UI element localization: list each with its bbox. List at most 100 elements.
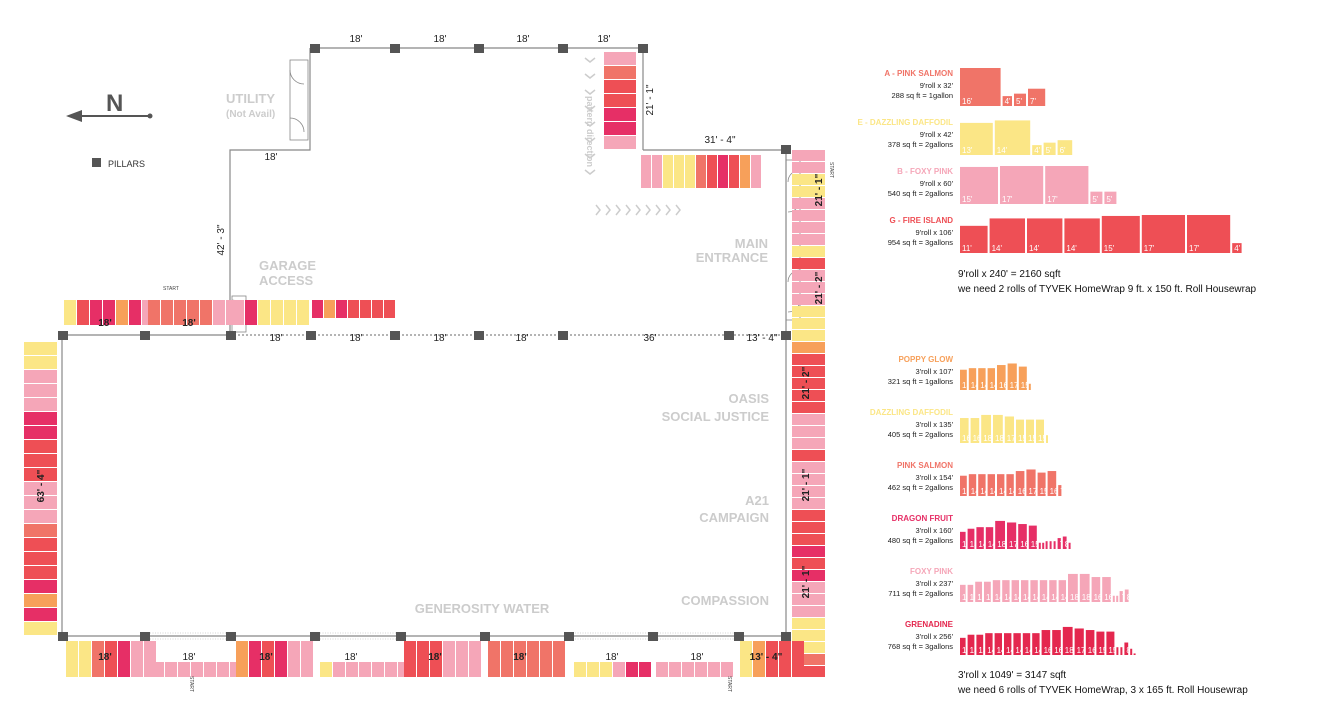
cut-piece-bar [1052, 630, 1061, 655]
strip-right-9 [792, 258, 825, 269]
cut-piece-bar [960, 369, 967, 390]
dim-mid-3: 18' [433, 333, 446, 344]
cut-piece-bar [1007, 522, 1017, 549]
cut-piece-bar [1187, 215, 1231, 253]
chevron-right-icon [615, 204, 621, 216]
strip-left-12 [24, 510, 57, 523]
strip-left-top-a-5 [129, 300, 141, 325]
cut-piece-bar [987, 368, 995, 390]
dim-top-1: 18' [349, 34, 362, 45]
dim-right-vert-1: 21' - 1" [814, 173, 825, 206]
strip-left-5 [24, 412, 57, 425]
strip-bot-8-1 [669, 662, 681, 677]
chevron-down-icon [584, 105, 596, 111]
strip-left-7 [24, 440, 57, 453]
strip-right-24 [792, 438, 825, 449]
strip-left-top-c-4 [284, 300, 296, 325]
cut-piece-label: 15' [1031, 540, 1042, 549]
strip-bot-7-5 [639, 662, 651, 677]
start-label-left: START [163, 286, 179, 292]
cut-piece-bar [1232, 243, 1242, 253]
cut-piece-bar [1116, 595, 1119, 602]
cut-piece-label: 13' [986, 593, 997, 602]
cut-piece-bar [1028, 88, 1046, 106]
strip-right-23 [792, 426, 825, 437]
summary-bottom-line-2: we need 6 rolls of TYVEK HomeWrap, 3 x 1… [957, 685, 1248, 696]
cut-piece-label: 5' [1118, 646, 1124, 655]
cut-piece-label: 18' [1082, 593, 1093, 602]
dim-top-4: 18' [597, 34, 610, 45]
strip-right-27 [792, 474, 825, 485]
cut-piece-bar [1041, 630, 1051, 655]
chevron-right-icon [595, 204, 601, 216]
cut-piece-label: 8' [1126, 646, 1132, 655]
cut-piece-bar [1039, 580, 1048, 602]
pillars [58, 44, 791, 641]
chart-info: 321 sq ft = 1gallons [888, 377, 954, 386]
cut-piece-bar [1032, 145, 1042, 155]
strip-left-top-b-3 [187, 300, 199, 325]
cut-piece-bar [1018, 524, 1027, 549]
strip-bot-7-1 [587, 662, 599, 677]
cut-piece-label: 4' [1005, 97, 1011, 106]
strip-bot-7-3 [613, 662, 625, 677]
strip-bot-8-2 [682, 662, 694, 677]
cut-piece-label: 17' [1028, 487, 1039, 496]
strip-left-0 [24, 342, 57, 355]
cut-piece-label: 14' [971, 487, 982, 496]
strip-bot-6-0 [488, 641, 500, 677]
cut-piece-label: 18' [983, 434, 994, 443]
strip-left-top-a-4 [116, 300, 128, 325]
cut-piece-bar [1090, 191, 1103, 204]
cut-piece-label: 18' [1065, 646, 1076, 655]
dim-left-strip-1: 18' [98, 318, 112, 329]
strip-bot-1-0 [66, 641, 78, 677]
cut-piece-bar [1002, 580, 1010, 602]
cut-piece-label: 17' [1077, 646, 1088, 655]
cut-piece-bar [960, 166, 998, 204]
chevron-right-icon [645, 204, 651, 216]
strip-right-13 [792, 306, 825, 317]
cut-piece-bar [1102, 577, 1111, 602]
chevron-down-icon [584, 137, 596, 143]
cut-piece-bar [976, 634, 984, 655]
strip-left-top-b-2 [174, 300, 186, 325]
cut-piece-label: 17' [1002, 195, 1013, 204]
cut-piece-label: 18' [995, 434, 1006, 443]
strip-top-horiz-7 [718, 155, 728, 188]
strip-left-6 [24, 426, 57, 439]
strip-left-14 [24, 538, 57, 551]
floor-plan: N PILLARS UTILITY (Not Avail) GARAGE ACC… [24, 34, 834, 692]
cut-piece-label: 15' [1021, 381, 1032, 390]
cut-piece-bar [967, 634, 975, 655]
cut-piece-label: 14' [1023, 593, 1034, 602]
cut-piece-bar [984, 581, 991, 602]
strip-bot-5-3 [443, 641, 455, 677]
cut-piece-label: 14' [992, 244, 1003, 253]
dim-bottom-3: 18' [259, 652, 273, 663]
strip-bot-1-1 [79, 641, 91, 677]
strip-bot-3-3 [275, 641, 287, 677]
strip-bot-6-2 [514, 641, 526, 677]
strip-right-8 [792, 246, 825, 257]
strip-right-18 [792, 366, 825, 377]
strip-right-22 [792, 414, 825, 425]
dim-right-vert-3: 21' - 2" [801, 366, 812, 399]
cut-piece-label: 14' [987, 646, 998, 655]
cut-piece-label: 13' [962, 146, 973, 155]
strip-right-16 [792, 342, 825, 353]
cut-piece-bar [1000, 166, 1044, 204]
cut-piece-label: 14' [980, 487, 991, 496]
cut-piece-bar [1045, 166, 1089, 204]
strip-right-40 [792, 630, 825, 641]
cut-piece-bar [1079, 573, 1090, 602]
strip-right-5 [792, 210, 825, 221]
chart-info: 540 sq ft = 2gallons [888, 189, 954, 198]
cut-piece-bar [1058, 580, 1066, 602]
chart-info: 480 sq ft = 2gallons [888, 536, 954, 545]
bottom-wall-dots [150, 632, 740, 640]
pattern-direction-label: pattern direction [585, 96, 595, 167]
cut-piece-label: 16' [1054, 646, 1065, 655]
strip-bot-4-3 [359, 662, 371, 677]
cut-piece-label: 14' [997, 646, 1008, 655]
